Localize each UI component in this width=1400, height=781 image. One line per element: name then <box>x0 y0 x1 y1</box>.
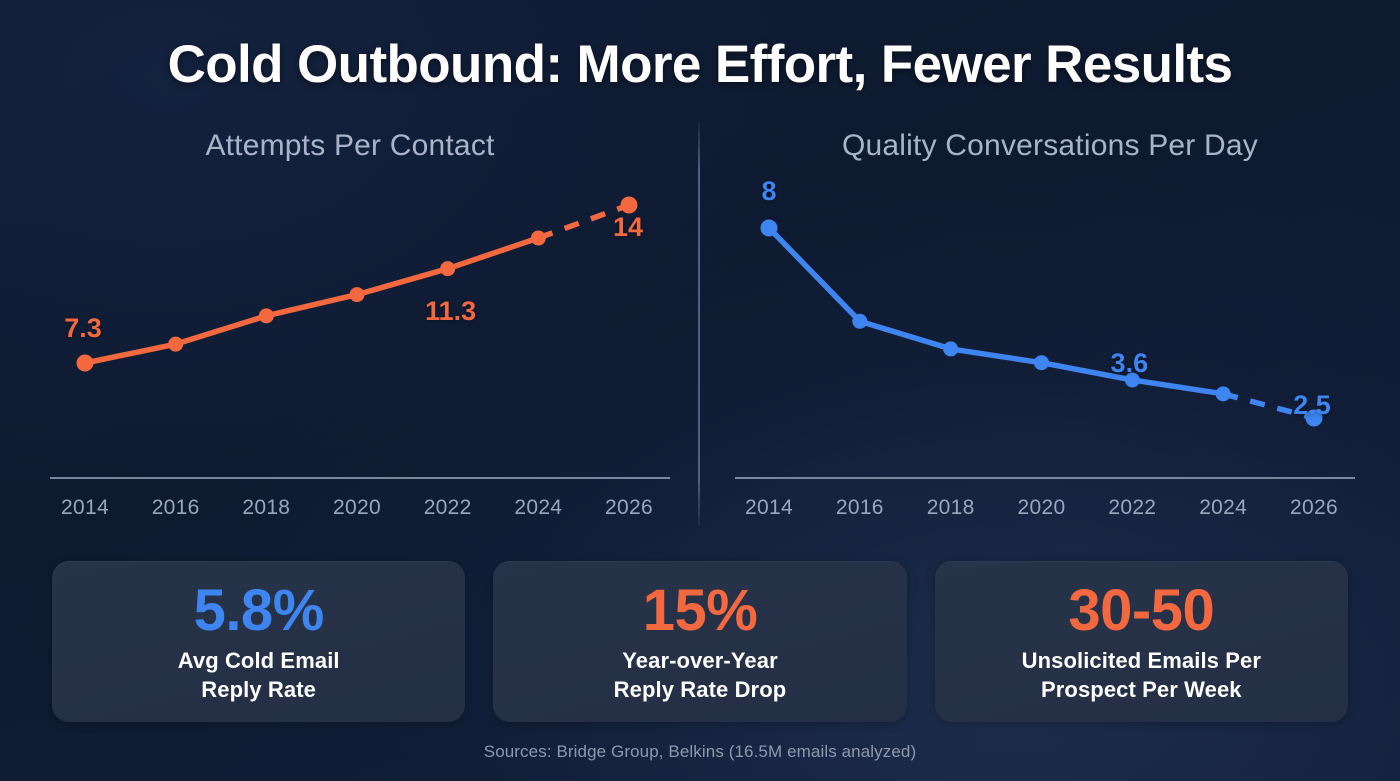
stat-card-label-line2: Prospect Per Week <box>1041 677 1242 703</box>
data-point-marker <box>168 336 184 352</box>
data-point-marker <box>1034 355 1049 371</box>
series-line <box>82 235 542 366</box>
stat-card-label-line1: Avg Cold Email <box>177 647 340 673</box>
data-point-value-label: 3.6 <box>1110 348 1149 378</box>
chart-title-attempts-per-contact: Attempts Per Contact <box>205 129 495 162</box>
x-axis-tick-label: 2018 <box>242 496 291 519</box>
x-axis-tick-label: 2024 <box>1199 496 1248 519</box>
stat-card-label: Unsolicited Emails Per Prospect Per Week <box>1022 646 1261 705</box>
data-point-value-label: 8 <box>761 176 777 206</box>
stat-card-value: 5.8% <box>193 577 325 643</box>
stat-card-unsolicited-emails: 30-50 Unsolicited Emails Per Prospect Pe… <box>934 561 1348 722</box>
stat-card-reply-rate: 5.8% Avg Cold Email Reply Rate <box>52 561 466 722</box>
x-axis-tick-label: 2024 <box>514 496 563 519</box>
stat-cards-row: 5.8% Avg Cold Email Reply Rate 15% Year-… <box>52 561 1348 722</box>
x-axis-tick-label: 2026 <box>1290 496 1338 519</box>
page-title: Cold Outbound: More Effort, Fewer Result… <box>167 35 1233 94</box>
x-axis-tick-label: 2014 <box>745 496 793 519</box>
chart-title-quality-conversations-per-day: Quality Conversations Per Day <box>842 129 1258 162</box>
stat-card-label-line1: Unsolicited Emails Per <box>1021 647 1262 673</box>
data-point-marker <box>1305 409 1323 427</box>
data-point-marker <box>620 196 638 214</box>
data-point-value-label: 2.5 <box>1293 390 1331 420</box>
x-axis-tick-label: 2022 <box>423 496 472 519</box>
x-axis-tick-label: 2018 <box>926 496 975 519</box>
stat-card-value: 30-50 <box>1068 577 1215 643</box>
stat-card-value: 15% <box>642 577 758 643</box>
data-point-marker <box>440 261 456 277</box>
data-point-marker <box>76 354 94 372</box>
x-axis-tick-label: 2026 <box>605 496 653 519</box>
x-axis-tick-label: 2014 <box>61 496 109 519</box>
stat-card-label-line1: Year-over-Year <box>622 647 778 673</box>
data-point-marker <box>1215 386 1231 402</box>
x-axis-tick-label: 2020 <box>1017 496 1066 519</box>
data-point-marker <box>1124 372 1140 388</box>
data-point-marker <box>530 230 546 246</box>
data-point-marker <box>258 308 274 324</box>
data-point-marker <box>943 341 959 357</box>
data-point-value-label: 11.3 <box>425 295 477 326</box>
stat-card-label-line2: Reply Rate <box>201 677 317 703</box>
data-point-marker <box>852 313 868 329</box>
data-point-marker <box>349 287 365 303</box>
stat-card-label-line2: Reply Rate Drop <box>613 677 787 703</box>
x-axis-tick-label: 2016 <box>151 496 200 519</box>
sources-note: Sources: Bridge Group, Belkins (16.5M em… <box>483 742 917 761</box>
stat-card-label: Year-over-Year Reply Rate Drop <box>614 646 787 705</box>
stat-card-yoy-drop: 15% Year-over-Year Reply Rate Drop <box>493 561 907 722</box>
x-axis-tick-label: 2016 <box>835 496 884 519</box>
x-axis-tick-label: 2022 <box>1108 496 1157 519</box>
data-point-value-label: 7.3 <box>64 313 102 343</box>
panel-divider <box>698 122 700 526</box>
x-axis-tick-label: 2020 <box>333 496 381 519</box>
series-line <box>766 225 1226 397</box>
data-point-marker <box>760 219 778 237</box>
stat-card-label: Avg Cold Email Reply Rate <box>178 646 340 705</box>
data-point-value-label: 14 <box>612 212 644 242</box>
